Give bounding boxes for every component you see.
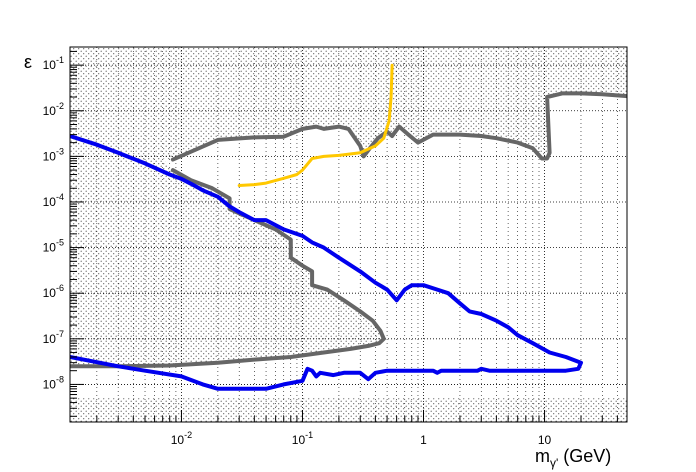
y-tick-label-exp: -7 <box>56 329 64 339</box>
x-axis-label-sub: γ' <box>550 456 558 470</box>
y-tick-label: 10-3 <box>43 146 64 163</box>
y-tick-label: 10-5 <box>43 238 64 255</box>
y-tick-label-base: 10 <box>43 195 57 209</box>
y-tick-label-base: 10 <box>43 104 57 118</box>
y-tick-label: 10-8 <box>43 374 64 391</box>
x-tick-label: 10-2 <box>171 430 192 447</box>
y-tick-label-exp: -2 <box>56 101 64 111</box>
excluded-region-bottom <box>70 398 627 422</box>
y-tick-label-exp: -6 <box>56 283 64 293</box>
y-tick-label-base: 10 <box>43 149 57 163</box>
curve-gold <box>237 63 394 187</box>
plot-frame <box>69 46 628 423</box>
y-tick-label: 10-2 <box>43 101 64 118</box>
x-axis-label-main: m <box>535 446 550 466</box>
x-tick-label-base: 10 <box>171 433 185 447</box>
x-tick-label: 10-1 <box>292 430 313 447</box>
x-tick-label: 10 <box>538 433 552 447</box>
y-tick-label-base: 10 <box>43 286 57 300</box>
axis-ticks: 10-2 10-1 1 1010-810-710-610-510-410-310-21… <box>43 50 618 447</box>
y-tick-label-exp: -1 <box>56 55 64 65</box>
y-axis-label: ε <box>24 52 32 72</box>
y-tick-label: 10-1 <box>43 55 64 72</box>
y-tick-label-base: 10 <box>43 332 57 346</box>
curves <box>70 63 627 391</box>
axis-labels: ε mγ' (GeV) <box>24 52 611 470</box>
y-tick-label-exp: -5 <box>56 238 64 248</box>
y-tick-label-exp: -8 <box>56 374 64 384</box>
y-tick-label: 10-7 <box>43 329 64 346</box>
x-tick-label-exp: -1 <box>305 430 313 440</box>
excluded-region-lower <box>70 47 384 422</box>
y-tick-label-base: 10 <box>43 58 57 72</box>
x-axis-label-unit: (GeV) <box>558 446 611 466</box>
y-tick-label: 10-4 <box>43 192 64 209</box>
x-tick-label-base: 10 <box>292 433 306 447</box>
x-tick-label: 1 <box>420 433 427 447</box>
y-tick-label: 10-6 <box>43 283 64 300</box>
x-tick-label-base: 1 <box>420 433 427 447</box>
y-tick-label-exp: -3 <box>56 146 64 156</box>
curve-blue <box>70 134 583 391</box>
excluded-region <box>70 47 627 422</box>
y-tick-label-base: 10 <box>43 377 57 391</box>
x-tick-label-base: 10 <box>538 433 552 447</box>
x-axis-label: mγ' (GeV) <box>535 446 611 470</box>
y-tick-label-base: 10 <box>43 241 57 255</box>
excluded-region-upper <box>70 47 627 160</box>
y-tick-label-exp: -4 <box>56 192 64 202</box>
curve-gray-upper <box>170 91 627 162</box>
x-tick-label-exp: -2 <box>184 430 192 440</box>
